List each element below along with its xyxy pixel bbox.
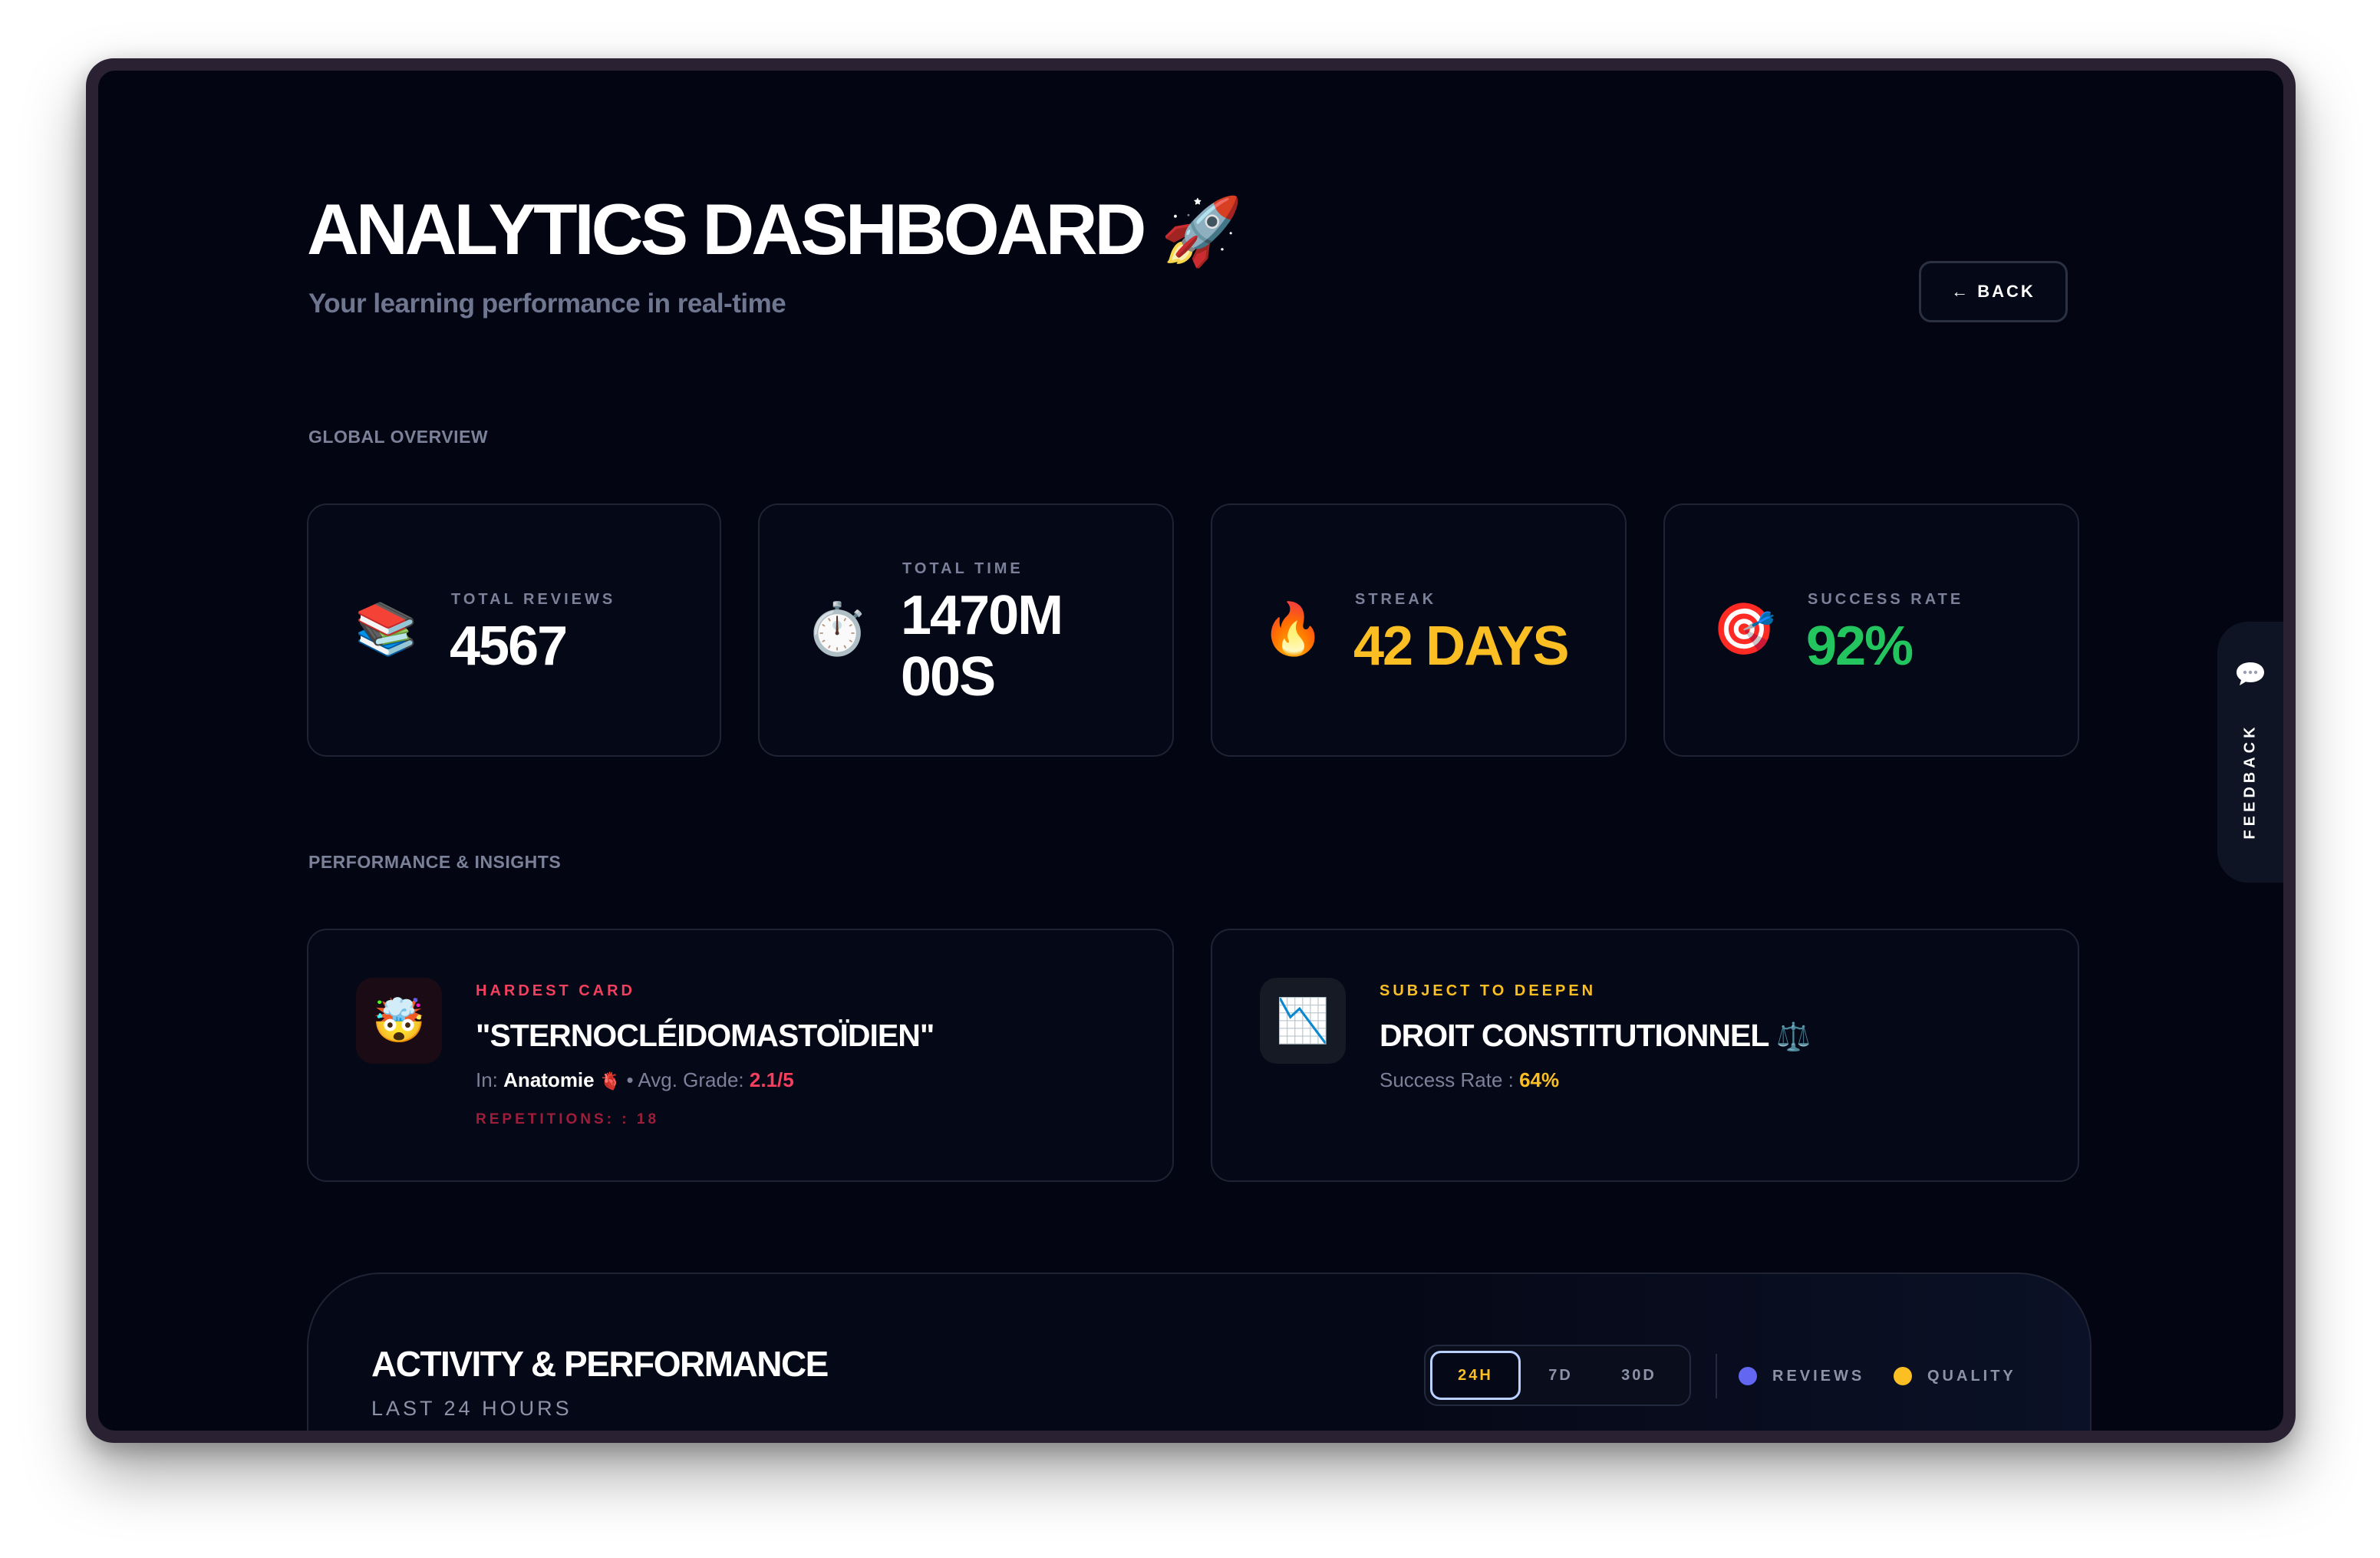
- balance-scale-icon: ⚖️: [1776, 1021, 1811, 1052]
- period-7d-button[interactable]: 7D: [1548, 1366, 1573, 1384]
- fire-icon: 🔥: [1261, 600, 1325, 657]
- subject-success-rate-value: 64%: [1519, 1068, 1560, 1091]
- feedback-label: FEEDBACK: [2241, 723, 2259, 840]
- total-reviews-label: TOTAL REVIEWS: [451, 591, 616, 608]
- global-overview-label: GLOBAL OVERVIEW: [308, 427, 489, 447]
- device-frame: ANALYTICS DASHBOARD 🚀 Your learning perf…: [86, 58, 2296, 1443]
- hardest-card-meta: In: Anatomie 🫀 • Avg. Grade: 2.1/5: [476, 1068, 794, 1092]
- activity-subtitle: LAST 24 HOURS: [371, 1397, 572, 1420]
- total-reviews-card: 📚 TOTAL REVIEWS 4567: [307, 503, 721, 757]
- subject-to-deepen-label: SUBJECT TO DEEPEN: [1380, 982, 1597, 999]
- avg-grade-value: 2.1/5: [749, 1068, 794, 1091]
- in-prefix: In:: [476, 1068, 498, 1091]
- quality-legend-dot: [1894, 1367, 1912, 1385]
- subject-success-rate: Success Rate : 64%: [1380, 1068, 1559, 1092]
- period-30d-button[interactable]: 30D: [1621, 1366, 1656, 1384]
- subject-name[interactable]: Anatomie: [503, 1068, 595, 1091]
- total-time-card: ⏱️ TOTAL TIME 1470M 00S: [758, 503, 1174, 757]
- subject-to-deepen-panel: 📉 SUBJECT TO DEEPEN DROIT CONSTITUTIONNE…: [1211, 929, 2079, 1182]
- repetitions-count: REPETITIONS: : 18: [476, 1111, 660, 1127]
- stopwatch-icon: ⏱️: [806, 600, 869, 657]
- total-reviews-value: 4567: [450, 616, 568, 677]
- total-time-label: TOTAL TIME: [902, 560, 1024, 577]
- period-selector: 24H 7D 30D: [1424, 1345, 1691, 1406]
- back-button[interactable]: ← BACK: [1919, 261, 2068, 322]
- total-time-value-line2: 00S: [901, 646, 996, 708]
- success-rate-card: 🎯 SUCCESS RATE 92%: [1663, 503, 2079, 757]
- period-24h-button[interactable]: 24H: [1430, 1351, 1521, 1400]
- performance-insights-label: PERFORMANCE & INSIGHTS: [308, 852, 562, 872]
- feedback-tab[interactable]: FEEDBACK: [2217, 622, 2283, 883]
- activity-title: ACTIVITY & PERFORMANCE: [371, 1344, 829, 1384]
- reviews-legend-label: REVIEWS: [1772, 1368, 1865, 1385]
- page-subtitle: Your learning performance in real-time: [308, 289, 786, 319]
- hardest-card-label: HARDEST CARD: [476, 982, 635, 999]
- anatomical-heart-icon: 🫀: [599, 1071, 621, 1091]
- success-rate-value: 92%: [1806, 616, 1914, 677]
- grade-prefix: • Avg. Grade:: [626, 1068, 744, 1091]
- success-rate-label: SUCCESS RATE: [1808, 591, 1964, 608]
- success-rate-prefix: Success Rate :: [1380, 1068, 1514, 1091]
- exploding-head-icon: 🤯: [356, 978, 442, 1064]
- speech-bubble-icon: [2234, 660, 2266, 688]
- activity-panel: [307, 1272, 2092, 1431]
- page-title: ANALYTICS DASHBOARD 🚀: [307, 193, 1243, 266]
- reviews-legend-dot: [1739, 1367, 1757, 1385]
- app-screen: ANALYTICS DASHBOARD 🚀 Your learning perf…: [98, 71, 2283, 1431]
- hardest-card-panel: 🤯 HARDEST CARD "STERNOCLÉIDOMASTOÏDIEN" …: [307, 929, 1174, 1182]
- chart-decreasing-icon: 📉: [1260, 978, 1346, 1064]
- legend-divider: [1716, 1354, 1717, 1398]
- total-time-value-line1: 1470M: [901, 585, 1063, 646]
- subject-to-deepen-title: DROIT CONSTITUTIONNEL ⚖️: [1380, 1018, 1811, 1054]
- rocket-icon: 🚀: [1160, 195, 1243, 269]
- streak-card: 🔥 STREAK 42 DAYS: [1211, 503, 1627, 757]
- hardest-card-title: "STERNOCLÉIDOMASTOÏDIEN": [476, 1018, 935, 1053]
- books-icon: 📚: [354, 600, 418, 657]
- streak-value: 42 DAYS: [1353, 616, 1570, 677]
- target-icon: 🎯: [1712, 600, 1776, 657]
- page-title-text: ANALYTICS DASHBOARD: [307, 189, 1146, 269]
- quality-legend-label: QUALITY: [1927, 1368, 2016, 1385]
- subject-to-deepen-name: DROIT CONSTITUTIONNEL: [1380, 1018, 1769, 1053]
- streak-label: STREAK: [1355, 591, 1437, 608]
